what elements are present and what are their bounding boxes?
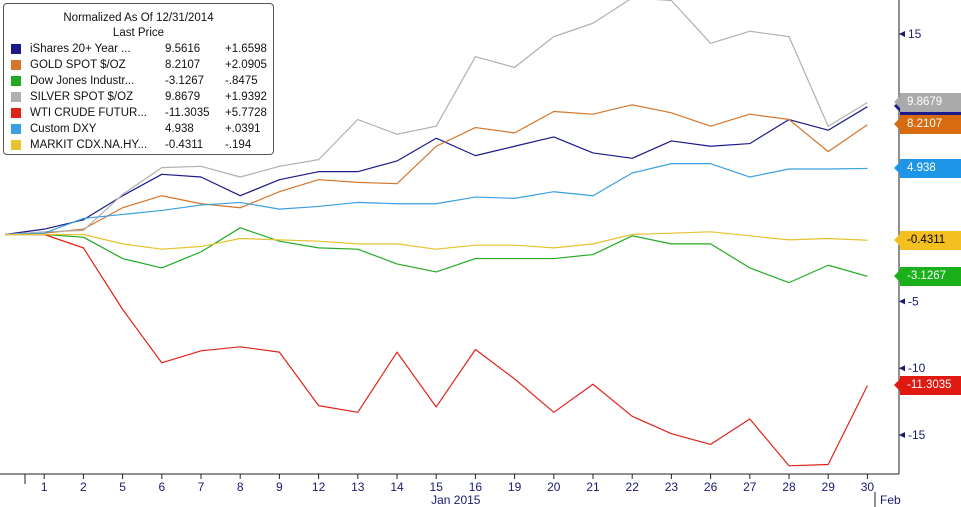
legend-change: +1.6598 — [225, 43, 267, 55]
x-tick-label: 22 — [626, 480, 640, 494]
x-tick-label: 19 — [508, 480, 522, 494]
y-tick-marker — [899, 432, 905, 439]
y-tick-label: -5 — [908, 294, 919, 308]
legend-last-price: 9.8679 — [165, 91, 201, 103]
x-tick-label: 7 — [198, 480, 205, 494]
series-line — [5, 227, 868, 284]
legend-change: +5.7728 — [225, 107, 267, 119]
legend-series-name: WTI CRUDE FUTUR... — [30, 107, 147, 119]
last-value-text: 8.2107 — [907, 118, 943, 131]
legend-entry: GOLD SPOT $/OZ 8.2107 +2.0905 — [4, 57, 273, 73]
x-tick-label: 12 — [312, 480, 326, 494]
legend-swatch — [11, 76, 21, 86]
x-group-label: Jan 2015 — [431, 493, 481, 507]
legend-change: +.0391 — [225, 123, 261, 135]
x-tick-label: 13 — [351, 480, 365, 494]
legend-swatch — [11, 124, 21, 134]
x-tick-label: 21 — [586, 480, 600, 494]
x-tick-label: 30 — [861, 480, 875, 494]
legend-series-name: Custom DXY — [30, 123, 97, 135]
legend-series-name: Dow Jones Industr... — [30, 75, 135, 87]
x-tick-label: 26 — [704, 480, 718, 494]
x-tick-label: 6 — [158, 480, 165, 494]
legend-change: -.8475 — [225, 75, 258, 87]
series-line — [5, 233, 868, 467]
legend-change: +2.0905 — [225, 59, 267, 71]
legend-last-price: -0.4311 — [165, 139, 204, 151]
legend-entry: MARKIT CDX.NA.HY... -0.4311 -.194 — [4, 137, 273, 153]
last-value-tag: -0.4311 — [894, 230, 961, 250]
last-value-tag: 9.8679 — [894, 93, 961, 113]
x-tick-label: 27 — [743, 480, 757, 494]
y-tick-label: -15 — [908, 428, 926, 442]
y-tick-marker — [899, 365, 905, 372]
legend-entry: SILVER SPOT $/OZ 9.8679 +1.9392 — [4, 89, 273, 105]
legend-swatch — [11, 140, 21, 150]
x-tick-label: 8 — [237, 480, 244, 494]
y-tick-label: 15 — [908, 27, 922, 41]
series-line — [4, 104, 868, 236]
last-value-text: 4.938 — [907, 161, 936, 174]
legend-entry: iShares 20+ Year ... 9.5616 +1.6598 — [4, 41, 273, 57]
x-tick-label: 28 — [782, 480, 796, 494]
legend-entry: Custom DXY 4.938 +.0391 — [4, 121, 273, 137]
series-line — [4, 106, 868, 236]
legend-last-price: 4.938 — [165, 123, 194, 135]
legend-title: Normalized As Of 12/31/2014 — [63, 12, 214, 24]
x-tick-label: 23 — [665, 480, 679, 494]
legend: Normalized As Of 12/31/2014 Last Price i… — [3, 3, 274, 155]
legend-series-name: GOLD SPOT $/OZ — [30, 59, 126, 71]
y-tick-label: -10 — [908, 361, 926, 375]
x-tick-label: 15 — [430, 480, 444, 494]
legend-swatch — [11, 44, 21, 54]
last-value-text: 9.8679 — [907, 96, 943, 109]
last-value-tag: -11.3035 — [894, 376, 961, 396]
x-tick-label: 1 — [41, 480, 48, 494]
x-tick-label: 9 — [276, 480, 283, 494]
series-line — [4, 0, 868, 236]
legend-last-price: 9.5616 — [165, 43, 201, 55]
legend-change: +1.9392 — [225, 91, 267, 103]
legend-series-name: MARKIT CDX.NA.HY... — [30, 139, 148, 151]
x-group-label: Feb — [880, 493, 901, 507]
legend-swatch — [11, 108, 21, 118]
y-tick-marker — [899, 298, 905, 305]
last-value-tag: 4.938 — [894, 158, 961, 178]
x-tick-label: 20 — [547, 480, 561, 494]
legend-swatch — [11, 60, 21, 70]
last-value-text: -3.1267 — [907, 269, 947, 282]
y-tick-marker — [899, 30, 905, 37]
x-tick-label: 16 — [469, 480, 483, 494]
legend-last-price: 8.2107 — [165, 59, 201, 71]
legend-entry: Dow Jones Industr... -3.1267 -.8475 — [4, 73, 273, 89]
legend-series-name: iShares 20+ Year ... — [30, 43, 131, 55]
legend-last-price: -3.1267 — [165, 75, 205, 87]
series-line — [5, 231, 868, 250]
last-value-tag: 8.2107 — [894, 115, 961, 135]
legend-last-price: -11.3035 — [165, 107, 210, 119]
legend-subtitle: Last Price — [112, 27, 165, 39]
x-tick-label: 14 — [390, 480, 404, 494]
legend-change: -.194 — [225, 139, 252, 151]
series-line — [4, 163, 868, 236]
legend-entry: WTI CRUDE FUTUR... -11.3035 +5.7728 — [4, 105, 273, 121]
last-value-text: -0.4311 — [907, 233, 946, 246]
x-tick-label: 2 — [80, 480, 87, 494]
last-value-text: -11.3035 — [907, 379, 952, 392]
last-value-tag: -3.1267 — [894, 266, 961, 286]
x-tick-label: 5 — [119, 480, 126, 494]
legend-series-name: SILVER SPOT $/OZ — [30, 91, 134, 103]
legend-swatch — [11, 92, 21, 102]
x-tick-label: 29 — [822, 480, 836, 494]
